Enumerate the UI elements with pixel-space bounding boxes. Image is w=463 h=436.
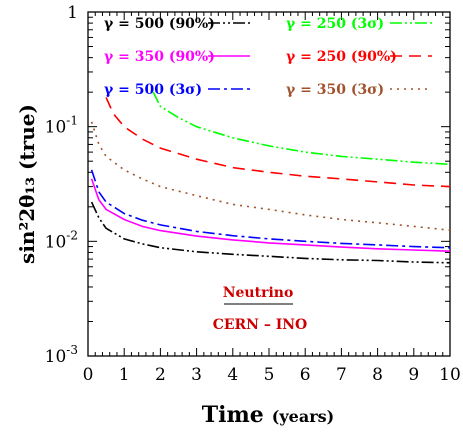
y-tick-label: 1 xyxy=(67,3,78,23)
plot-area: 0 1 2 3 4 5 6 7 8 9 10 10-3 10-2 10-1 1 γ = 500 (90%) γ … xyxy=(45,3,461,385)
x-tick-label: 8 xyxy=(372,365,383,385)
series-line-5 xyxy=(105,97,451,188)
x-tick-label: 2 xyxy=(155,365,166,385)
series-line-3 xyxy=(90,169,451,249)
series-line-2 xyxy=(90,178,451,252)
x-tick-label: 4 xyxy=(227,365,238,385)
annotation-subtitle: CERN – INO xyxy=(213,317,308,333)
legend-label: γ = 500 (3σ) xyxy=(104,82,202,98)
annotation-title: Neutrino xyxy=(223,285,294,301)
legend-label: γ = 500 (90%) xyxy=(104,16,215,32)
x-axis-title: Time (years) xyxy=(202,402,334,428)
series-line-6 xyxy=(90,121,451,231)
y-tick-label: 10-2 xyxy=(45,228,78,252)
legend-label: γ = 250 (3σ) xyxy=(286,16,384,32)
series-line-4 xyxy=(152,91,451,166)
series-line-1 xyxy=(90,201,451,264)
y-axis-title: sin²2θ₁₃ (true) xyxy=(15,104,39,264)
x-tick-label: 5 xyxy=(264,365,275,385)
x-tick-label: 1 xyxy=(119,365,130,385)
x-tick-label: 0 xyxy=(83,365,94,385)
y-tick-label: 10-3 xyxy=(45,343,78,367)
legend-label: γ = 350 (3σ) xyxy=(286,82,384,98)
x-tick-label: 9 xyxy=(408,365,419,385)
x-tick-label: 6 xyxy=(300,365,311,385)
x-tick-label: 3 xyxy=(191,365,202,385)
x-tick-label: 10 xyxy=(439,365,461,385)
x-tick-label: 7 xyxy=(336,365,347,385)
legend-label: γ = 350 (90%) xyxy=(104,49,215,65)
legend-label: γ = 250 (90%) xyxy=(286,49,397,65)
y-tick-label: 10-1 xyxy=(45,114,78,138)
